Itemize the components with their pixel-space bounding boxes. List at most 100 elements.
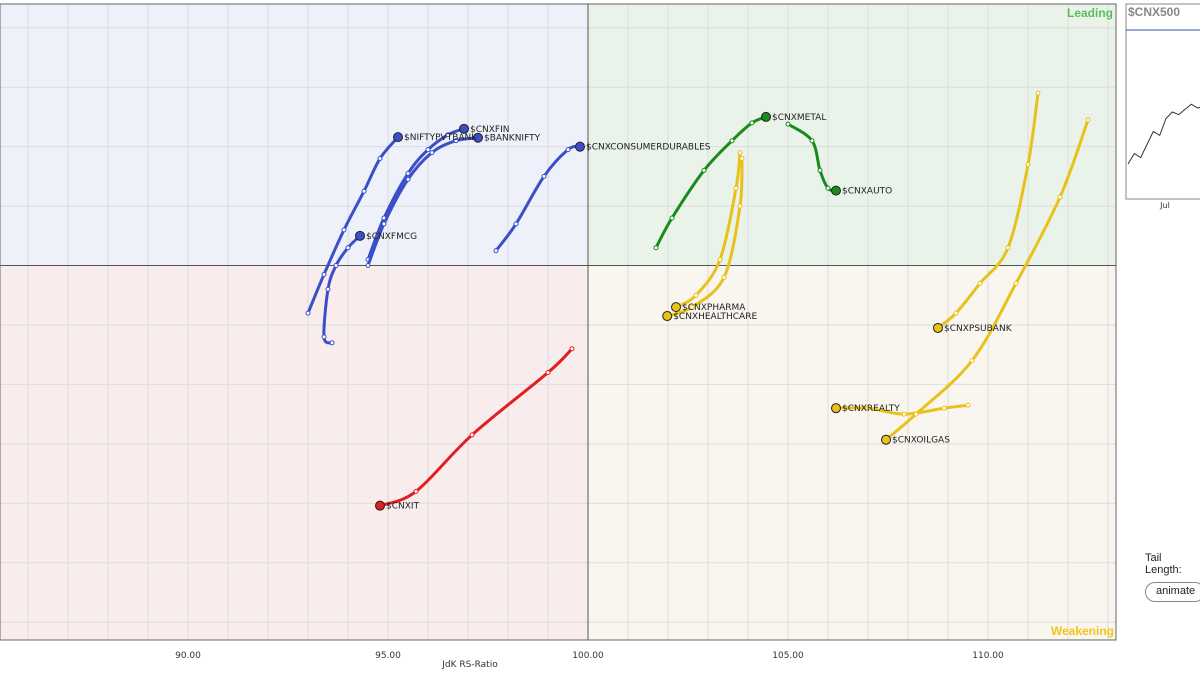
tail-point [669,215,675,221]
tail-point [545,370,551,376]
tail-point [569,346,575,352]
x-tick-label: 105.00 [772,651,804,661]
tail-point [1035,90,1041,96]
tail-point [1025,161,1031,167]
series-label: $CNXHEALTHCARE [673,312,757,322]
tail-point [693,292,699,298]
series-label: $CNXREALTY [842,404,900,414]
tail-point [901,411,907,417]
tail-point [785,121,791,127]
plot-background [0,4,1116,640]
tail-point [749,120,755,126]
tail-point [469,432,475,438]
tail-point [701,167,707,173]
tail-point [565,147,571,153]
head-point [575,141,585,152]
head-point [355,230,365,241]
series-label: $BANKNIFTY [484,134,541,144]
tail-point [541,173,547,179]
animate-button[interactable]: animate [1145,582,1200,602]
tail-point [325,286,331,292]
series-label: $CNXIT [386,502,420,512]
x-tick-label: 95.00 [375,651,401,661]
series-label: $CNXMETAL [772,113,826,123]
tail-point [493,248,499,254]
head-point [459,123,469,134]
head-point [671,302,681,313]
head-point [393,132,403,143]
tail-point [865,405,871,411]
tail-point [445,132,451,138]
tail-point [941,405,947,411]
tail-point [345,245,351,251]
side-chart-price-line [1127,103,1200,165]
tail-point [329,340,335,346]
series-label: $CNXFIN [470,125,509,135]
tail-point [453,138,459,144]
tail-point [809,138,815,144]
tail-point [321,334,327,340]
tail-point [333,263,339,269]
quadrant-weakening [588,265,1116,640]
tail-point [965,402,971,408]
head-point [881,434,891,445]
tail-point [405,170,411,176]
head-point [933,322,943,333]
tail-point [305,310,311,316]
tail-point [341,227,347,233]
quadrant-improving [0,4,588,266]
tail-point [361,188,367,194]
tail-point [381,221,387,227]
tail-point [739,156,745,162]
tail-point [733,185,739,191]
x-tick-label: 110.00 [972,651,1004,661]
tail-point [953,310,959,316]
tail-point [817,167,823,173]
x-tick-label: 90.00 [175,651,201,661]
tail-point [737,150,743,156]
tail-point [969,358,975,364]
series-label: $CNXFMCG [366,232,417,242]
x-axis-ticks: 90.00 95.00 100.00 105.00 110.00 [175,651,1004,661]
quadrant-lagging [0,265,588,640]
series-label: $CNXPHARMA [682,303,746,313]
plot-frame [0,3,1117,641]
tail-point [977,280,983,286]
tail-point [717,257,723,263]
head-point [761,111,771,122]
tail-point [425,147,431,153]
head-point [473,132,483,143]
tails-layer [305,90,1091,508]
side-chart-frame [1125,3,1200,200]
tail-point [1013,280,1019,286]
series-label: $CNXAUTO [842,187,892,197]
x-tick-label: 100.00 [572,651,604,661]
head-point [375,500,385,511]
tail-point [365,263,371,269]
tail-point [913,411,919,417]
x-axis-title: JdK RS-Ratio [441,660,498,670]
tail-point [721,274,727,280]
tail-point [1085,117,1091,123]
tail-point [429,150,435,156]
tail-point [413,488,419,494]
tail-point [1005,245,1011,251]
tail-line [306,135,400,315]
quadrant-label-weakening: Weakening [1051,624,1114,638]
tail-point [1057,194,1063,200]
quadrant-label-leading: Leading [1067,6,1113,20]
head-point [662,311,673,322]
tail-point [405,176,411,182]
series-label: $CNXPSUBANK [944,324,1013,334]
series-label: $NIFTYPVTBANK [404,133,478,143]
series-label: $CNXCONSUMERDURABLES [586,143,711,153]
side-mini-chart: $CNX500 Jul [1125,3,1200,210]
tail-length-label: Tail Length: [1145,552,1182,576]
tail-point [321,271,327,277]
tail-point [653,245,659,251]
grid-lines [0,3,1117,641]
series-label: $CNXOILGAS [892,436,950,446]
tail-point [377,156,383,162]
side-chart-title: $CNX500 [1128,5,1180,19]
